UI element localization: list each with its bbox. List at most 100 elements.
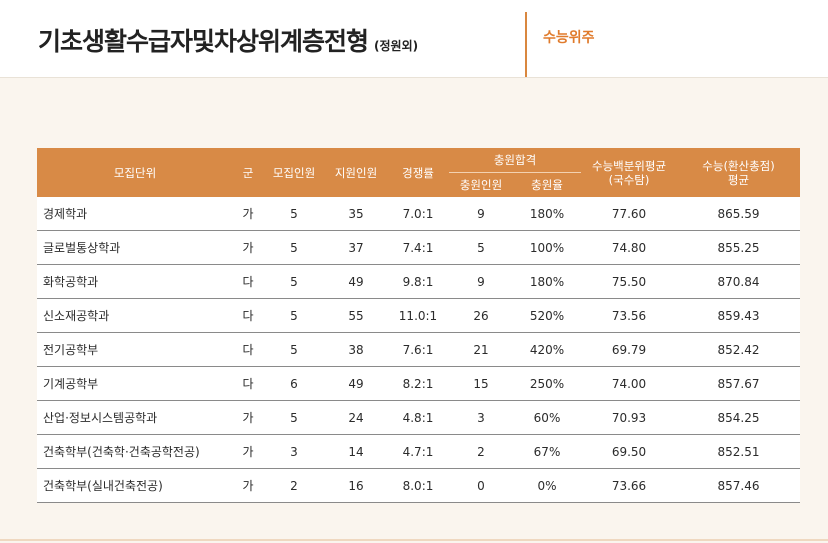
header-divider xyxy=(525,12,527,77)
cell-group: 가 xyxy=(233,230,263,265)
cell-applicants: 16 xyxy=(325,468,387,503)
cell-quota: 3 xyxy=(263,434,325,469)
table-row: 건축학부(건축학·건축공학전공) 가 3 14 4.7:1 2 67% 69.50 852.51 xyxy=(37,434,801,469)
header-unit: 모집단위 xyxy=(37,148,233,197)
table-row: 기계공학부 다 6 49 8.2:1 15 250% 74.00 857.67 xyxy=(37,366,801,401)
header-quota: 모집인원 xyxy=(263,148,325,197)
cell-applicants: 49 xyxy=(325,366,387,401)
cell-additional-count: 5 xyxy=(449,230,513,265)
cell-percentile: 74.80 xyxy=(581,230,678,265)
table-row: 전기공학부 다 5 38 7.6:1 21 420% 69.79 852.42 xyxy=(37,332,801,367)
cell-quota: 6 xyxy=(263,366,325,401)
cell-converted: 865.59 xyxy=(677,197,801,231)
cell-unit: 전기공학부 xyxy=(37,332,233,367)
cell-ratio: 7.6:1 xyxy=(387,332,449,367)
page-header: 기초생활수급자및차상위계층전형 (정원외) 수능위주 xyxy=(0,0,828,78)
header-group: 군 xyxy=(233,148,263,197)
cell-quota: 5 xyxy=(263,264,325,299)
title-block: 기초생활수급자및차상위계층전형 (정원외) xyxy=(38,22,418,58)
admission-results-table: 모집단위 군 모집인원 지원인원 경쟁률 충원합격 수능백분위평균 (국수탐) … xyxy=(37,148,801,503)
cell-additional-rate: 0% xyxy=(513,468,582,503)
cell-additional-count: 21 xyxy=(449,332,513,367)
header-converted-line1: 수능(환산총점) xyxy=(702,158,775,173)
cell-quota: 5 xyxy=(263,230,325,265)
cell-group: 가 xyxy=(233,434,263,469)
bottom-divider xyxy=(0,539,828,541)
header-additional-count: 충원인원 xyxy=(449,172,513,197)
cell-additional-count: 3 xyxy=(449,400,513,435)
cell-group: 가 xyxy=(233,468,263,503)
table-row: 글로벌통상학과 가 5 37 7.4:1 5 100% 74.80 855.25 xyxy=(37,230,801,265)
cell-additional-count: 15 xyxy=(449,366,513,401)
header-additional: 충원합격 xyxy=(449,148,582,173)
table-header: 모집단위 군 모집인원 지원인원 경쟁률 충원합격 수능백분위평균 (국수탐) … xyxy=(37,148,801,197)
header-applicants: 지원인원 xyxy=(325,148,387,197)
cell-group: 다 xyxy=(233,366,263,401)
cell-unit: 기계공학부 xyxy=(37,366,233,401)
cell-ratio: 4.7:1 xyxy=(387,434,449,469)
table-row: 경제학과 가 5 35 7.0:1 9 180% 77.60 865.59 xyxy=(37,197,801,231)
cell-percentile: 77.60 xyxy=(581,197,678,231)
table-row: 산업·정보시스템공학과 가 5 24 4.8:1 3 60% 70.93 854.25 xyxy=(37,400,801,435)
cell-additional-rate: 420% xyxy=(513,332,582,367)
cell-ratio: 8.2:1 xyxy=(387,366,449,401)
cell-additional-rate: 60% xyxy=(513,400,582,435)
cell-percentile: 69.50 xyxy=(581,434,678,469)
page-subtitle: (정원외) xyxy=(374,39,419,53)
cell-converted: 854.25 xyxy=(677,400,801,435)
cell-ratio: 7.0:1 xyxy=(387,197,449,231)
table-row: 건축학부(실내건축전공) 가 2 16 8.0:1 0 0% 73.66 857.46 xyxy=(37,468,801,503)
table-row: 화학공학과 다 5 49 9.8:1 9 180% 75.50 870.84 xyxy=(37,264,801,299)
cell-ratio: 11.0:1 xyxy=(387,298,449,333)
cell-converted: 857.46 xyxy=(677,468,801,503)
cell-additional-count: 9 xyxy=(449,197,513,231)
cell-converted: 855.25 xyxy=(677,230,801,265)
cell-additional-count: 9 xyxy=(449,264,513,299)
cell-quota: 5 xyxy=(263,400,325,435)
cell-percentile: 73.66 xyxy=(581,468,678,503)
cell-unit: 신소재공학과 xyxy=(37,298,233,333)
cell-additional-rate: 67% xyxy=(513,434,582,469)
category-badge: 수능위주 xyxy=(543,30,595,46)
cell-quota: 5 xyxy=(263,197,325,231)
cell-unit: 경제학과 xyxy=(37,197,233,231)
cell-ratio: 4.8:1 xyxy=(387,400,449,435)
cell-unit: 글로벌통상학과 xyxy=(37,230,233,265)
cell-group: 가 xyxy=(233,197,263,231)
cell-unit: 건축학부(건축학·건축공학전공) xyxy=(37,434,233,469)
cell-additional-count: 2 xyxy=(449,434,513,469)
cell-converted: 870.84 xyxy=(677,264,801,299)
header-additional-rate: 충원율 xyxy=(513,172,582,197)
header-converted: 수능(환산총점) 평균 xyxy=(677,148,801,197)
cell-converted: 857.67 xyxy=(677,366,801,401)
cell-applicants: 49 xyxy=(325,264,387,299)
cell-unit: 화학공학과 xyxy=(37,264,233,299)
cell-percentile: 69.79 xyxy=(581,332,678,367)
header-percentile-line2: (국수탐) xyxy=(608,172,650,187)
cell-unit: 산업·정보시스템공학과 xyxy=(37,400,233,435)
header-converted-line2: 평균 xyxy=(727,172,750,187)
cell-applicants: 37 xyxy=(325,230,387,265)
cell-applicants: 38 xyxy=(325,332,387,367)
cell-converted: 859.43 xyxy=(677,298,801,333)
cell-additional-rate: 100% xyxy=(513,230,582,265)
header-percentile: 수능백분위평균 (국수탐) xyxy=(581,148,678,197)
cell-additional-rate: 180% xyxy=(513,264,582,299)
cell-applicants: 55 xyxy=(325,298,387,333)
cell-group: 가 xyxy=(233,400,263,435)
cell-percentile: 70.93 xyxy=(581,400,678,435)
cell-quota: 5 xyxy=(263,298,325,333)
cell-additional-count: 26 xyxy=(449,298,513,333)
page-title: 기초생활수급자및차상위계층전형 xyxy=(38,27,369,56)
cell-group: 다 xyxy=(233,264,263,299)
cell-percentile: 75.50 xyxy=(581,264,678,299)
cell-unit: 건축학부(실내건축전공) xyxy=(37,468,233,503)
table-body: 경제학과 가 5 35 7.0:1 9 180% 77.60 865.59 글로벌통상학과 가 5 37… xyxy=(37,197,801,503)
table-row: 신소재공학과 다 5 55 11.0:1 26 520% 73.56 859.43 xyxy=(37,298,801,333)
cell-applicants: 24 xyxy=(325,400,387,435)
header-percentile-line1: 수능백분위평균 xyxy=(591,158,667,173)
cell-additional-rate: 520% xyxy=(513,298,582,333)
admission-table-container: 모집단위 군 모집인원 지원인원 경쟁률 충원합격 수능백분위평균 (국수탐) … xyxy=(37,148,801,503)
cell-percentile: 74.00 xyxy=(581,366,678,401)
cell-additional-count: 0 xyxy=(449,468,513,503)
